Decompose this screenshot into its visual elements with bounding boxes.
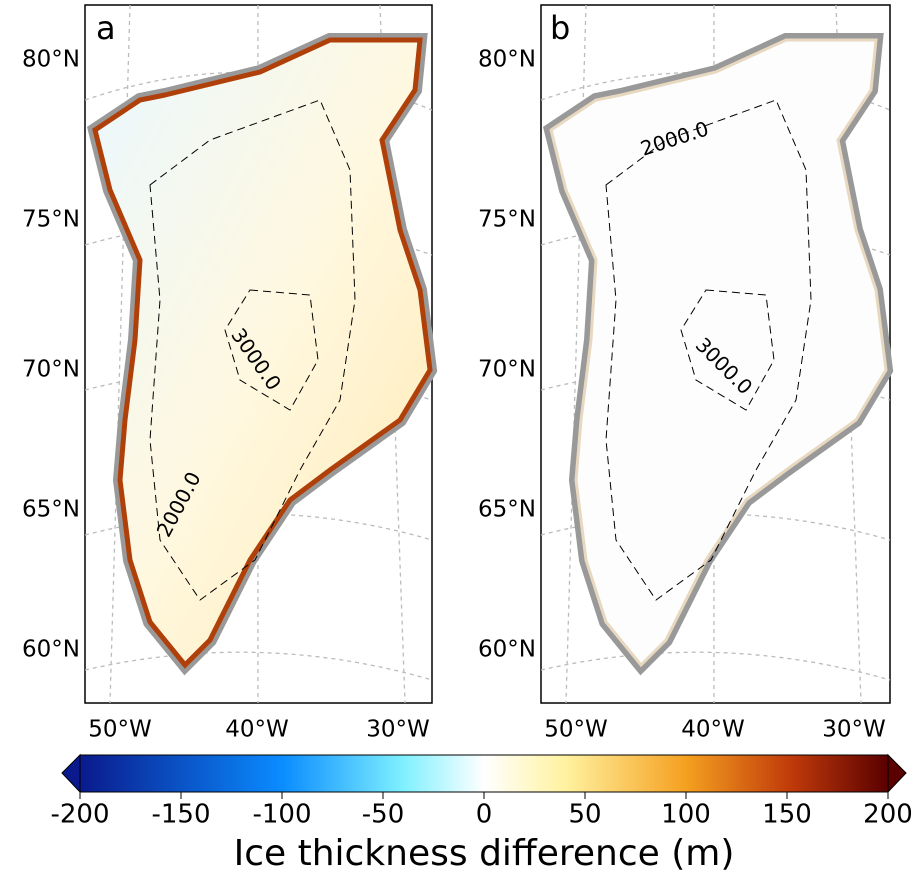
lat-label: 75°N [478, 207, 536, 233]
colorbar-label: Ice thickness difference (m) [234, 833, 735, 874]
colorbar [79, 754, 889, 793]
lat-label: 60°N [22, 637, 80, 663]
colorbar-tick-label: 200 [863, 800, 913, 830]
panel-b [540, 4, 890, 704]
colorbar-tick-label: 150 [762, 800, 812, 830]
lon-label: 30°W [822, 717, 886, 743]
panel-label: a [96, 9, 116, 47]
panel-a [84, 4, 432, 704]
lon-label: 50°W [88, 717, 152, 743]
lat-label: 80°N [22, 47, 80, 73]
panel-label: b [550, 9, 570, 47]
lat-label: 75°N [22, 207, 80, 233]
colorbar-tick-label: -200 [50, 800, 109, 830]
lat-label: 65°N [478, 497, 536, 523]
colorbar-tick-label: 0 [476, 800, 493, 830]
lat-label: 80°N [478, 47, 536, 73]
lon-label: 40°W [681, 717, 745, 743]
lat-label: 70°N [478, 357, 536, 383]
lat-label: 60°N [478, 637, 536, 663]
colorbar-tick-label: -150 [151, 800, 210, 830]
colorbar-extend [61, 753, 81, 794]
lon-label: 50°W [544, 717, 608, 743]
colorbar-tick-label: -50 [362, 800, 404, 830]
colorbar-extend [887, 753, 907, 794]
colorbar-tick-label: 50 [568, 800, 601, 830]
lon-label: 40°W [225, 717, 289, 743]
lat-label: 65°N [22, 497, 80, 523]
lat-label: 70°N [22, 357, 80, 383]
lon-label: 30°W [366, 717, 430, 743]
colorbar-tick-label: 100 [661, 800, 711, 830]
colorbar-tick-label: -100 [252, 800, 311, 830]
